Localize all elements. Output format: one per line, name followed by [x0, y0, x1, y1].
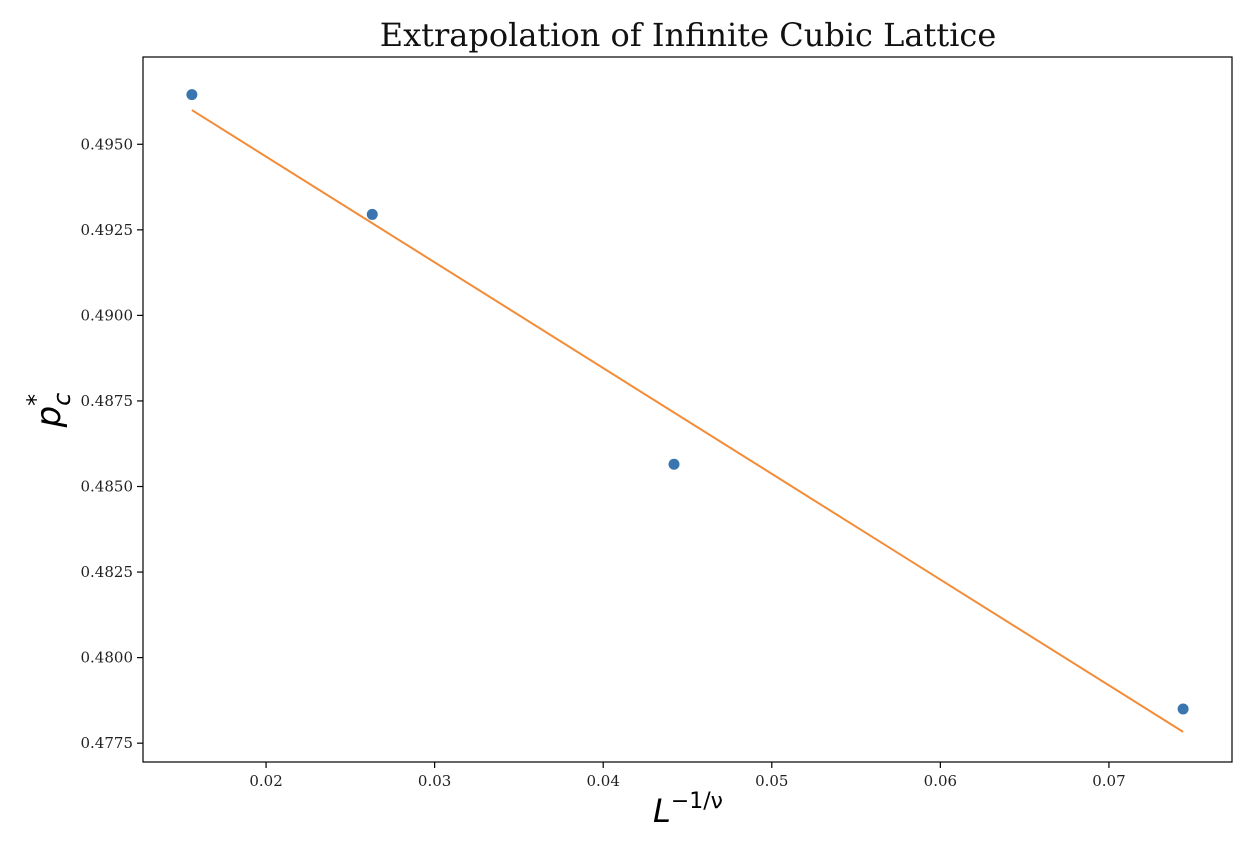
x-tick-label: 0.02 — [249, 772, 282, 790]
x-axis-label-sup: −1/ν — [671, 789, 723, 814]
data-point — [668, 458, 680, 470]
x-axis-label-base: L — [653, 792, 671, 830]
y-tick-label: 0.4950 — [81, 135, 134, 153]
y-tick-label: 0.4825 — [81, 563, 134, 581]
x-tick-label: 0.05 — [755, 772, 788, 790]
y-axis-label: p*c — [22, 393, 76, 429]
y-axis-label-sup: * — [22, 394, 50, 406]
data-point — [1177, 703, 1189, 715]
fit-line — [191, 109, 1184, 733]
plot-area — [186, 89, 1189, 733]
y-tick-label: 0.4925 — [81, 221, 134, 239]
x-tick-label: 0.04 — [587, 772, 620, 790]
y-tick-label: 0.4875 — [81, 392, 134, 410]
x-tick-label: 0.06 — [924, 772, 957, 790]
plot-frame — [142, 56, 1233, 763]
y-axis: 0.4775 0.4800 0.4825 0.4850 0.4875 0.4900 0.49… — [81, 135, 143, 752]
x-tick-label: 0.03 — [418, 772, 451, 790]
y-tick-label: 0.4775 — [81, 734, 134, 752]
chart-title: Extrapolation of Infinite Cubic Lattice — [380, 16, 997, 54]
y-tick-label: 0.4900 — [81, 306, 134, 324]
data-point — [366, 208, 378, 220]
x-tick-label: 0.07 — [1092, 772, 1125, 790]
y-tick-label: 0.4850 — [81, 478, 134, 496]
y-tick-label: 0.4800 — [81, 649, 134, 667]
data-point — [186, 89, 198, 101]
y-axis-label-sub: c — [48, 393, 76, 406]
x-axis-label: L−1/ν — [653, 789, 723, 830]
y-axis-label-base: p — [29, 406, 69, 429]
x-axis: 0.02 0.03 0.04 0.05 0.06 0.07 — [249, 762, 1126, 790]
